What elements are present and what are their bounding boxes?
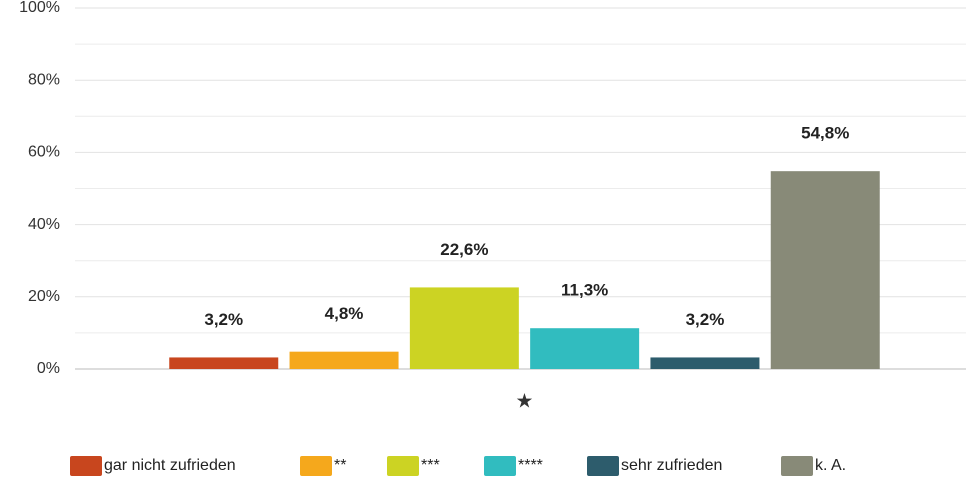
bar — [409, 287, 519, 369]
bar — [289, 351, 399, 369]
bar — [169, 357, 279, 369]
legend-swatch — [484, 456, 516, 476]
legend-swatch — [70, 456, 102, 476]
legend-label: k. A. — [815, 457, 846, 474]
y-tick-label: 60% — [28, 144, 60, 161]
value-label: 22,6% — [440, 240, 488, 259]
legend-label: ** — [334, 457, 346, 474]
legend-swatch — [587, 456, 619, 476]
x-tick-label: ★ — [516, 390, 534, 412]
value-label: 3,2% — [686, 310, 725, 329]
legend-label: gar nicht zufrieden — [104, 457, 236, 474]
legend-swatch — [781, 456, 813, 476]
legend-label: sehr zufrieden — [621, 457, 722, 474]
y-tick-label: 100% — [19, 0, 60, 16]
bar — [650, 357, 760, 369]
y-tick-label: 40% — [28, 216, 60, 233]
y-tick-label: 0% — [37, 360, 60, 377]
bar — [530, 328, 640, 369]
legend-label: **** — [518, 457, 543, 474]
value-label: 11,3% — [561, 281, 608, 300]
value-label: 54,8% — [801, 124, 849, 143]
y-tick-label: 20% — [28, 288, 60, 305]
y-tick-label: 80% — [28, 71, 60, 88]
value-label: 3,2% — [204, 310, 243, 329]
bar — [770, 171, 880, 369]
legend-swatch — [300, 456, 332, 476]
legend-swatch — [387, 456, 419, 476]
value-label: 4,8% — [325, 304, 364, 323]
legend-label: *** — [421, 457, 440, 474]
